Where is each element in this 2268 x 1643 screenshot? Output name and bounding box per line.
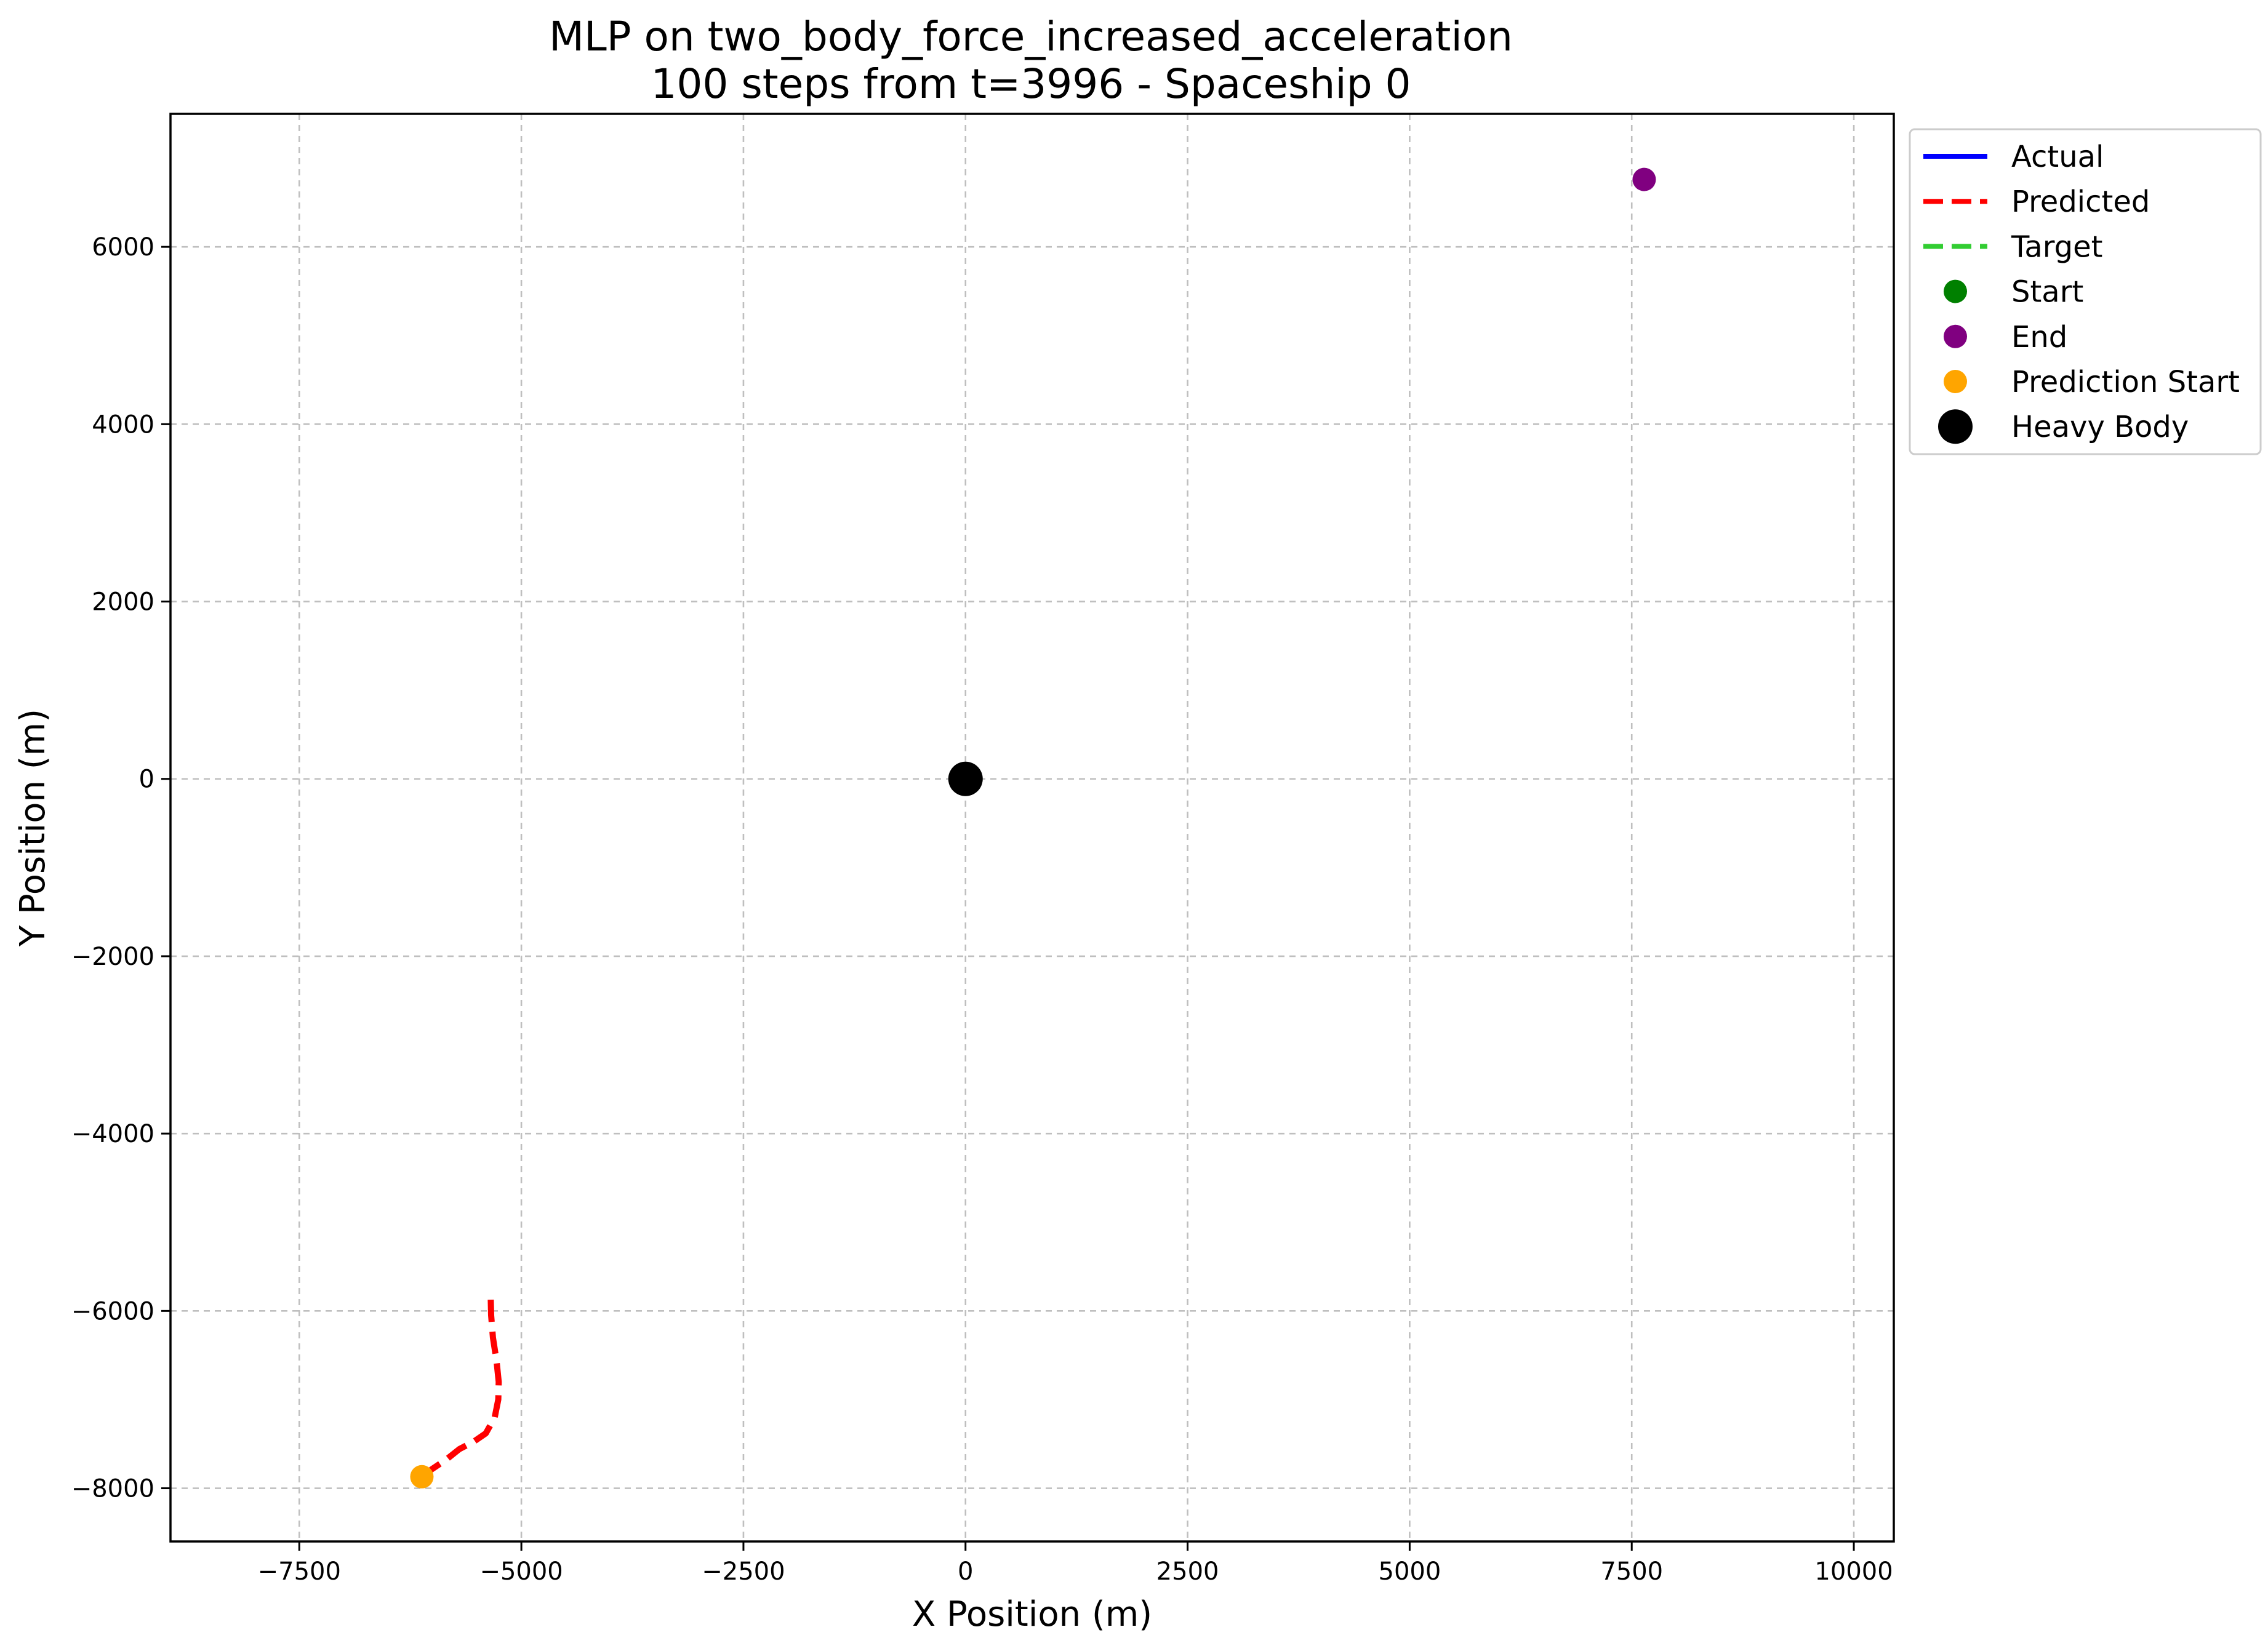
legend-handle-start [1944,279,1967,303]
series-line-predicted [420,1297,502,1479]
x-tick-label: 10000 [1814,1557,1893,1586]
x-tick-label: 5000 [1379,1557,1441,1586]
chart-title-line-2: 100 steps from t=3996 - Spaceship 0 [651,60,1411,108]
legend-label-prediction-start: Prediction Start [2011,365,2240,399]
prediction-start-marker [410,1465,434,1489]
y-tick-label: 0 [139,766,154,794]
plot-area-frame [169,113,1895,1543]
chart-title-line-1: MLP on two_body_force_increased_accelera… [549,13,1513,60]
legend-label-end: End [2011,320,2067,354]
legend: Actual Predicted Target Start End Prediction … [1909,128,2262,455]
data-points [410,167,1656,1489]
heavy-body-marker [948,761,983,796]
legend-label-predicted: Predicted [2011,185,2150,219]
y-tick-label: −8000 [71,1475,154,1503]
y-tick-label: −2000 [71,943,154,971]
y-tick-label: 4000 [92,410,154,439]
y-tick-label: −4000 [71,1120,154,1148]
legend-label-start: Start [2011,275,2083,310]
legend-handle-heavy-body [1938,409,1973,444]
y-tick-label: 6000 [92,233,154,262]
y-tick-label: −6000 [71,1297,154,1325]
x-tick-label: 2500 [1156,1557,1219,1586]
legend-handle-prediction-start [1944,370,1967,393]
x-axis-label: X Position (m) [912,1594,1152,1634]
legend-label-heavy-body: Heavy Body [2011,410,2189,444]
legend-label-actual: Actual [2011,140,2104,174]
end-marker [1632,167,1656,191]
legend-label-target: Target [2011,230,2103,264]
x-tick-label: 7500 [1600,1557,1663,1586]
data-series [420,1297,502,1479]
x-tick-label: −5000 [479,1557,563,1586]
x-tick-label: 0 [958,1557,973,1586]
x-tick-label: −2500 [702,1557,785,1586]
legend-box [1909,128,2262,455]
x-axis-ticks: −7500 −5000 −2500 0 2500 5000 7500 10000 [258,1541,1893,1586]
y-axis-label: Y Position (m) [13,709,53,947]
y-axis-ticks: −8000 −6000 −4000 −2000 0 2000 4000 6000 [71,233,170,1503]
x-tick-label: −7500 [258,1557,341,1586]
grid-lines [170,114,1894,1541]
y-tick-label: 2000 [92,588,154,617]
legend-handle-end [1944,324,1967,348]
